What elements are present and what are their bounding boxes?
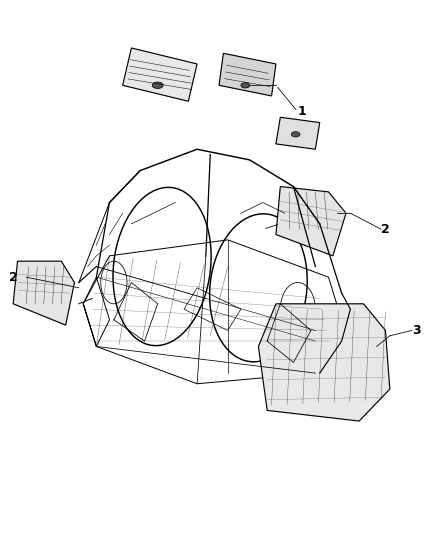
Polygon shape <box>276 117 320 149</box>
Ellipse shape <box>291 132 300 137</box>
Text: 3: 3 <box>412 324 420 337</box>
Text: 2: 2 <box>381 223 390 236</box>
Text: 1: 1 <box>298 106 307 118</box>
Ellipse shape <box>241 83 250 88</box>
Polygon shape <box>13 261 74 325</box>
Polygon shape <box>219 53 276 96</box>
Polygon shape <box>258 304 390 421</box>
Polygon shape <box>276 187 346 256</box>
Ellipse shape <box>152 82 163 88</box>
Text: 2: 2 <box>9 271 18 284</box>
Polygon shape <box>123 48 197 101</box>
